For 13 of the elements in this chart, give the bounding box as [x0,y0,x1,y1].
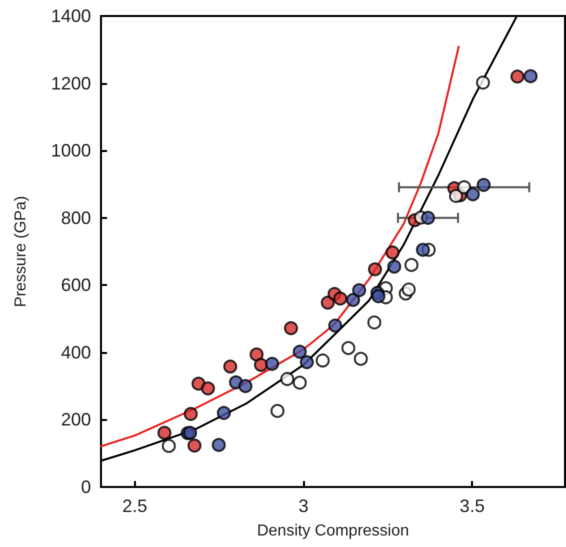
y-tick-label: 400 [60,342,91,362]
x-tick-label: 3 [298,496,308,516]
y-axis-title: Pressure (GPa) [12,196,30,308]
y-tick-label: 200 [60,410,91,430]
y-tick-label: 800 [60,208,91,228]
y-tick-label: 0 [80,477,91,497]
y-tick-label: 600 [60,275,91,296]
x-tick-label: 3.5 [460,496,485,516]
y-tick-label: 1000 [50,140,91,161]
y-tick-label: 1200 [50,73,91,94]
x-tick-label: 2.5 [122,496,148,516]
x-axis-title: Density Compression [256,522,410,540]
y-tick-label: 1400 [50,6,91,26]
